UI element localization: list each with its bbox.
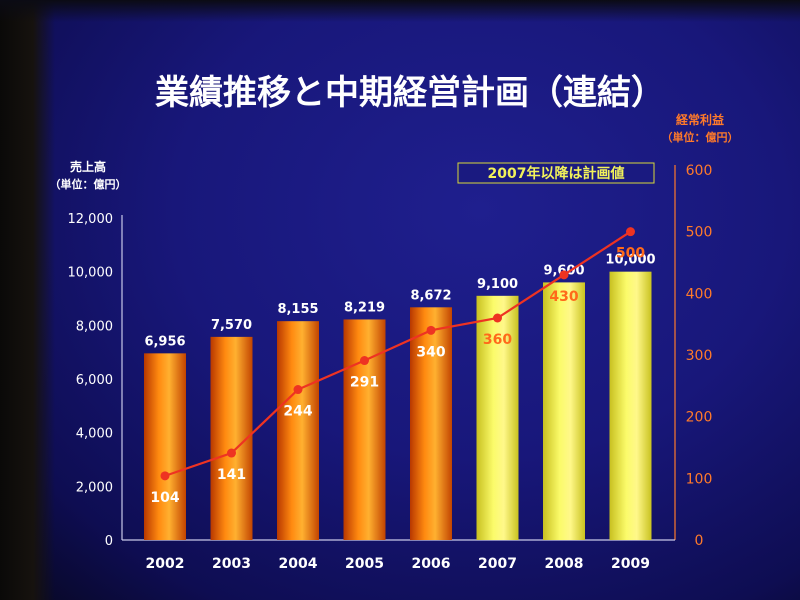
x-tick-label: 2004 <box>279 556 318 572</box>
bar-series: 6,9567,5708,1558,2198,6729,1009,60010,00… <box>144 253 656 540</box>
right-tick-label: 100 <box>686 471 713 487</box>
x-tick-label: 2007 <box>478 556 517 572</box>
right-axis-unit: （単位：億円） <box>662 130 739 144</box>
chart-title: 業績推移と中期経営計画（連結） <box>155 73 665 113</box>
line-series: 104 141 244 291 340 360 430 500 <box>150 227 645 506</box>
bar-value-label: 8,219 <box>344 300 385 315</box>
bar <box>476 295 519 540</box>
right-tick-label: 600 <box>686 163 713 179</box>
profit-value-label: 340 <box>416 344 445 360</box>
bar <box>277 321 319 540</box>
left-tick-label: 8,000 <box>76 319 113 334</box>
bar <box>144 353 186 540</box>
profit-value-label: 500 <box>616 246 645 262</box>
bar <box>410 307 452 540</box>
bar <box>543 282 585 540</box>
right-tick-label: 400 <box>686 286 713 302</box>
right-tick-label: 0 <box>695 533 704 549</box>
right-axis-label: 経常利益 <box>676 112 724 127</box>
right-tick-label: 500 <box>686 225 713 241</box>
profit-point <box>426 325 436 335</box>
bar-value-label: 9,100 <box>477 277 518 292</box>
x-tick-label: 2002 <box>146 556 185 572</box>
profit-point <box>293 385 303 395</box>
right-tick-label: 200 <box>686 410 713 426</box>
x-tick-label: 2009 <box>611 556 650 572</box>
profit-point <box>493 313 502 323</box>
bar-value-label: 8,672 <box>410 288 451 303</box>
left-tick-label: 10,000 <box>68 266 114 281</box>
profit-value-label: 291 <box>350 375 379 391</box>
left-axis-label: 売上高 <box>70 159 106 174</box>
bar-value-label: 8,155 <box>277 302 318 317</box>
left-tick-label: 0 <box>105 534 113 549</box>
profit-line <box>164 230 632 477</box>
profit-point <box>160 471 170 481</box>
left-axis-unit: （単位：億円） <box>50 177 127 191</box>
x-tick-label: 2008 <box>545 556 584 572</box>
profit-point <box>626 227 635 237</box>
left-tick-label: 6,000 <box>76 373 113 388</box>
bar <box>609 271 652 540</box>
bar-value-label: 10,000 <box>605 253 655 268</box>
profit-value-label: 141 <box>217 467 246 483</box>
profit-value-label: 360 <box>483 332 512 348</box>
bar-value-label: 6,956 <box>144 334 185 349</box>
bar <box>343 319 386 540</box>
annotation-box <box>457 162 655 184</box>
left-tick-label: 12,000 <box>68 212 114 227</box>
profit-point <box>227 448 236 458</box>
bar-value-label: 7,570 <box>211 318 252 333</box>
right-tick-label: 300 <box>686 348 713 364</box>
profit-value-label: 104 <box>150 490 179 506</box>
left-tick-label: 4,000 <box>76 427 113 442</box>
projector-edge-top <box>0 0 800 22</box>
profit-point <box>360 356 369 366</box>
profit-point <box>559 270 569 280</box>
profit-value-label: 244 <box>283 404 312 420</box>
x-tick-label: 2003 <box>212 556 251 572</box>
left-tick-label: 2,000 <box>76 480 113 495</box>
projector-edge-left <box>0 0 55 600</box>
profit-value-label: 430 <box>549 289 578 305</box>
x-tick-label: 2005 <box>345 556 384 572</box>
axis-ticks: 2002 2003 2004 2005 2006 2007 2008 2009 0 2,000 4,… <box>68 163 713 572</box>
x-tick-label: 2006 <box>412 556 451 572</box>
plan-annotation: 2007年以降は計画値 <box>488 165 625 182</box>
